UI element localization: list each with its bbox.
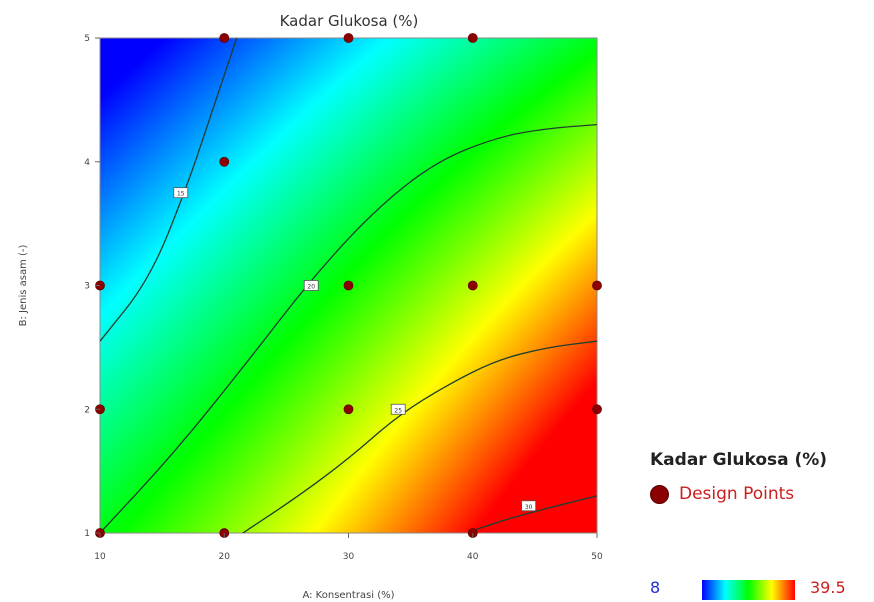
contour-label-box-20	[303, 280, 319, 291]
contour-line-25	[242, 340, 597, 533]
design-point-14	[467, 33, 478, 43]
legend: Kadar Glukosa (%) Design Points 8 39.5	[650, 450, 870, 600]
contour-line-20	[100, 123, 597, 533]
legend-color-scale: 8 39.5	[650, 578, 870, 600]
design-point-12	[219, 33, 230, 43]
legend-color-bar	[702, 580, 795, 600]
legend-design-points-label: Design Points	[679, 484, 795, 504]
contour-label-box-25	[390, 403, 406, 415]
design-point-10	[592, 280, 602, 291]
legend-max-value: 39.5	[810, 578, 846, 597]
legend-title: Kadar Glukosa (%)	[650, 450, 828, 470]
y-tick-label-5: 5	[84, 34, 90, 44]
design-point-marker-icon	[650, 484, 669, 504]
x-axis-title: A: Konsentrasi (%)	[302, 590, 394, 601]
contour-label-box-15	[173, 187, 189, 199]
design-point-6	[592, 404, 602, 415]
design-point-13	[343, 33, 354, 43]
y-tick-label-1: 1	[84, 529, 90, 539]
x-tick-label-20: 20	[219, 552, 231, 562]
x-tick-label-50: 50	[591, 552, 603, 562]
y-tick-label-2: 2	[84, 405, 90, 415]
contour-label-20: 20	[307, 284, 315, 291]
contour-line-15	[100, 38, 238, 342]
contour-label-30: 30	[525, 504, 533, 511]
y-tick-label-4: 4	[84, 158, 90, 168]
x-tick-label-40: 40	[467, 552, 479, 562]
contour-label-15: 15	[177, 191, 185, 198]
y-axis-title: B: Jenis asam (-)	[18, 244, 29, 326]
chart-title: Kadar Glukosa (%)	[279, 12, 419, 30]
design-point-8	[343, 280, 354, 291]
legend-min-value: 8	[650, 578, 661, 597]
contour-line-30	[472, 495, 597, 532]
design-point-9	[467, 280, 478, 291]
design-point-5	[343, 404, 354, 415]
design-point-11	[219, 156, 230, 167]
x-tick-label-10: 10	[94, 552, 106, 562]
legend-design-points: Design Points	[650, 484, 870, 504]
contour-label-box-30	[521, 500, 537, 512]
y-tick-label-3: 3	[84, 282, 90, 292]
contour-label-25: 25	[394, 407, 402, 414]
x-tick-label-30: 30	[343, 552, 355, 562]
